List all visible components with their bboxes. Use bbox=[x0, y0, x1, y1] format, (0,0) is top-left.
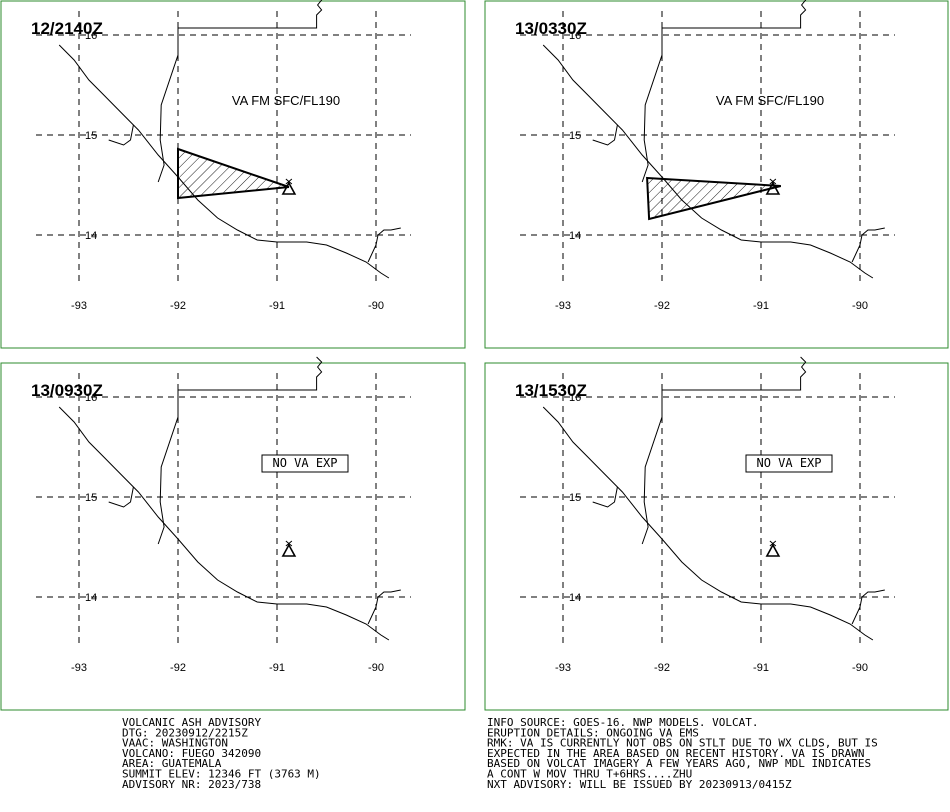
valid-time-label: 13/0930Z bbox=[31, 381, 103, 400]
longitude-tick-label: -91 bbox=[753, 662, 769, 674]
volcano-triangle-icon bbox=[769, 178, 777, 185]
advisory-line: RMK: VA IS CURRENTLY NOT OBS ON STLT DUE… bbox=[487, 737, 878, 750]
longitude-tick-label: -93 bbox=[71, 662, 87, 674]
longitude-tick-label: -90 bbox=[368, 662, 384, 674]
advisory-line: BASED ON VOLCAT IMAGERY A FEW YEARS AGO,… bbox=[487, 757, 871, 770]
longitude-tick-label: -90 bbox=[852, 300, 868, 312]
ash-layer-label: VA FM SFC/FL190 bbox=[716, 93, 824, 108]
latitude-tick-label: 15 bbox=[569, 130, 581, 142]
forecast-panel-4: 13/1530Z -93 -92 -91 -90 16 15 14 NO VA EXP bbox=[484, 356, 949, 711]
no-ash-box bbox=[261, 454, 349, 473]
longitude-tick-label: -90 bbox=[852, 662, 868, 674]
longitude-tick-label: -92 bbox=[170, 300, 186, 312]
forecast-panel-2: 13/0330Z -93 -92 -91 -90 16 15 14 VA FM SFC/FL19… bbox=[484, 0, 949, 349]
coastline bbox=[542, 44, 874, 279]
advisory-remarks-block: INFO SOURCE: GOES-16. NWP MODELS. VOLCAT… bbox=[487, 716, 878, 791]
ash-layer-label: VA FM SFC/FL190 bbox=[232, 93, 340, 108]
advisory-line: NXT ADVISORY: WILL BE ISSUED BY 20230913… bbox=[487, 778, 792, 791]
longitude-tick-label: -93 bbox=[555, 300, 571, 312]
volcano-triangle-icon bbox=[285, 540, 293, 547]
latitude-tick-label: 14 bbox=[85, 592, 97, 604]
forecast-panel-1: 12/2140Z -93 -92 -91 -90 16 15 14 VA FM SFC/FL19… bbox=[0, 0, 466, 349]
latitude-tick-label: 16 bbox=[85, 392, 97, 404]
volcano-triangle-icon bbox=[765, 543, 781, 557]
longitude-tick-label: -91 bbox=[269, 662, 285, 674]
latitude-tick-label: 16 bbox=[85, 30, 97, 42]
panel-frame bbox=[484, 0, 949, 349]
latitude-tick-label: 16 bbox=[569, 392, 581, 404]
longitude-tick-label: -90 bbox=[368, 300, 384, 312]
border-line bbox=[367, 227, 401, 263]
volcano-triangle-icon bbox=[285, 178, 293, 185]
valid-time-label: 12/2140Z bbox=[31, 19, 103, 38]
border-line bbox=[641, 356, 807, 545]
advisory-line: INFO SOURCE: GOES-16. NWP MODELS. VOLCAT… bbox=[487, 716, 759, 729]
latitude-tick-label: 15 bbox=[85, 130, 97, 142]
border-line bbox=[108, 124, 134, 146]
longitude-tick-label: -93 bbox=[71, 300, 87, 312]
longitude-tick-label: -92 bbox=[654, 662, 670, 674]
latitude-tick-label: 16 bbox=[569, 30, 581, 42]
advisory-line: VOLCANIC ASH ADVISORY bbox=[122, 716, 261, 729]
volcano-triangle-icon bbox=[765, 181, 781, 195]
border-line bbox=[367, 589, 401, 625]
advisory-line: EXPECTED IN THE AREA BASED ON RECENT HIS… bbox=[487, 747, 865, 760]
border-line bbox=[851, 227, 885, 263]
longitude-tick-label: -91 bbox=[753, 300, 769, 312]
border-line bbox=[592, 124, 618, 146]
advisory-line: VOLCANO: FUEGO 342090 bbox=[122, 747, 261, 760]
forecast-panel-3: 13/0930Z -93 -92 -91 -90 16 15 14 NO VA EXP bbox=[0, 356, 466, 711]
border-line bbox=[157, 356, 323, 545]
no-ash-box bbox=[745, 454, 833, 473]
advisory-header-block: VOLCANIC ASH ADVISORY DTG: 20230912/2215Z… bbox=[122, 716, 321, 791]
panel-frame bbox=[0, 362, 466, 711]
longitude-tick-label: -92 bbox=[654, 300, 670, 312]
ash-status-label: NO VA EXP bbox=[756, 456, 821, 470]
advisory-line: AREA: GUATEMALA bbox=[122, 757, 222, 770]
coastline bbox=[58, 406, 390, 641]
advisory-line: ERUPTION DETAILS: ONGOING VA EMS bbox=[487, 726, 699, 739]
longitude-tick-label: -93 bbox=[555, 662, 571, 674]
border-line bbox=[851, 589, 885, 625]
latitude-tick-label: 15 bbox=[85, 492, 97, 504]
border-line bbox=[108, 486, 134, 508]
panel-frame bbox=[484, 362, 949, 711]
coastline bbox=[542, 406, 874, 641]
valid-time-label: 13/0330Z bbox=[515, 19, 587, 38]
ash-status-label: NO VA EXP bbox=[272, 456, 337, 470]
latitude-tick-label: 14 bbox=[569, 592, 581, 604]
border-line bbox=[592, 486, 618, 508]
volcano-triangle-icon bbox=[281, 181, 297, 195]
latitude-tick-label: 15 bbox=[569, 492, 581, 504]
longitude-tick-label: -91 bbox=[269, 300, 285, 312]
longitude-tick-label: -92 bbox=[170, 662, 186, 674]
latitude-tick-label: 14 bbox=[85, 230, 97, 242]
border-line bbox=[157, 0, 323, 183]
ash-cloud-polygon bbox=[646, 176, 782, 221]
latitude-tick-label: 14 bbox=[569, 230, 581, 242]
valid-time-label: 13/1530Z bbox=[515, 381, 587, 400]
ash-cloud-polygon bbox=[177, 147, 290, 200]
advisory-line: A CONT W MOV THRU T+6HRS....ZHU bbox=[487, 768, 692, 781]
coastline bbox=[58, 44, 390, 279]
advisory-line: VAAC: WASHINGTON bbox=[122, 737, 228, 750]
volcano-triangle-icon bbox=[769, 540, 777, 547]
volcano-triangle-icon bbox=[281, 543, 297, 557]
advisory-line: ADVISORY NR: 2023/738 bbox=[122, 778, 261, 791]
advisory-line: SUMMIT ELEV: 12346 FT (3763 M) bbox=[122, 768, 321, 781]
advisory-line: DTG: 20230912/2215Z bbox=[122, 726, 248, 739]
border-line bbox=[641, 0, 807, 183]
